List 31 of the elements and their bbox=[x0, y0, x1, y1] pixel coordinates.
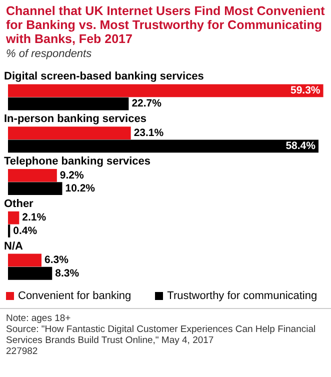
bar bbox=[8, 84, 324, 98]
data-label: 9.2% bbox=[60, 169, 85, 182]
data-label: 22.7% bbox=[132, 98, 162, 110]
y-tick-label: Telephone banking services bbox=[4, 156, 151, 168]
y-tick-label: In-person banking services bbox=[4, 113, 146, 126]
data-label: 58.4% bbox=[286, 140, 316, 152]
bar bbox=[8, 168, 57, 182]
data-label: 2.1% bbox=[22, 212, 47, 224]
bar bbox=[8, 182, 62, 196]
bar bbox=[8, 266, 52, 280]
bar bbox=[8, 254, 42, 267]
data-label: 8.3% bbox=[55, 267, 80, 280]
data-label: 23.1% bbox=[134, 126, 164, 139]
bar bbox=[8, 126, 131, 140]
data-label: 59.3% bbox=[290, 84, 321, 97]
source-note: Source: "How Fantastic Digital Customer Experiences Can Help Financial Services Brands Build Trust Online," May 4, 2017 bbox=[6, 324, 317, 346]
data-label: 10.2% bbox=[65, 182, 96, 194]
text: Note: ages 18+ bbox=[6, 313, 72, 324]
y-tick-label: Digital screen-based banking services bbox=[4, 70, 204, 83]
data-label: 0.4% bbox=[13, 224, 38, 237]
data-label: 6.3% bbox=[44, 254, 70, 266]
bar bbox=[8, 97, 129, 110]
bar bbox=[8, 211, 20, 224]
legend-label: Convenient for banking bbox=[17, 290, 132, 302]
chart-title: Channel that UK Internet Users Find Most Convenient for Banking vs. Most Trustworthy for Communicating with Banks, Feb 2017 bbox=[5, 3, 326, 46]
y-tick-label: N/A bbox=[4, 240, 23, 252]
y-tick-label: Other bbox=[4, 198, 34, 210]
text: 227982 bbox=[6, 346, 39, 357]
chart-subtitle: % of respondents bbox=[5, 47, 93, 62]
legend-label: Trustworthy for communicating bbox=[166, 290, 318, 302]
bar bbox=[8, 140, 318, 153]
